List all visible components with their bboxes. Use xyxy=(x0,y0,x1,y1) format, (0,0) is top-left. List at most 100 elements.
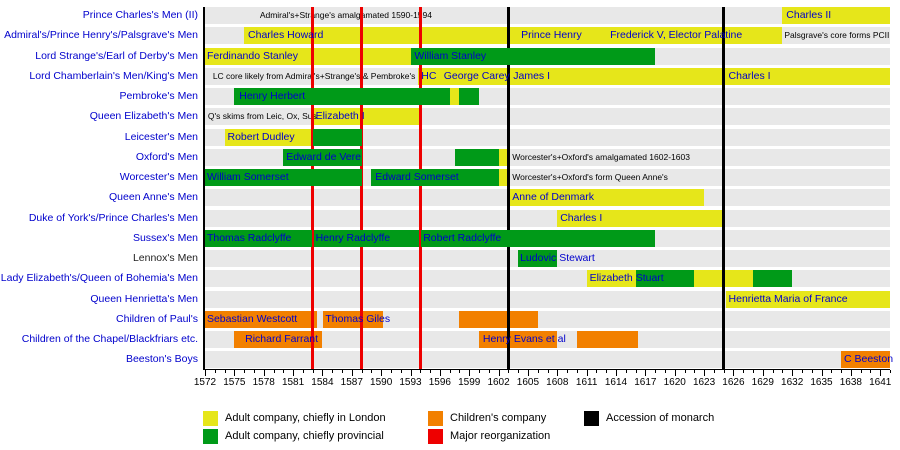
axis-minor-tick xyxy=(479,370,480,373)
axis-tick-label: 1587 xyxy=(340,377,363,388)
bar-segment-london xyxy=(312,108,421,126)
bar-label: Anne of Denmark xyxy=(512,191,594,204)
axis-tick-label: 1632 xyxy=(781,377,804,388)
axis-minor-tick xyxy=(890,370,891,373)
row-track: Anne of Denmark xyxy=(205,189,890,207)
bar-label: Robert Radclyffe xyxy=(423,231,502,244)
axis-major-tick xyxy=(469,370,471,376)
bar-segment-provincial xyxy=(371,169,499,186)
row-label: Duke of York's/Prince Charles's Men xyxy=(28,211,198,224)
bar-label: Elizabeth Stuart xyxy=(589,272,664,285)
axis-major-tick xyxy=(557,370,559,376)
row-label: Pembroke's Men xyxy=(119,90,198,102)
axis-tick-label: 1575 xyxy=(223,377,246,388)
row-label: Leicester's Men xyxy=(124,130,198,143)
bar-segment-provincial xyxy=(753,270,793,288)
legend-swatch xyxy=(428,411,443,426)
axis-minor-tick xyxy=(831,370,833,373)
row-label: Children of the Chapel/Blackfriars etc. xyxy=(21,333,198,345)
legend-label: Adult company, chiefly in London xyxy=(225,412,386,424)
reorganization-line xyxy=(311,7,315,369)
axis-minor-tick xyxy=(801,370,803,373)
axis-tick-label: 1590 xyxy=(370,377,393,388)
axis-tick-label: 1611 xyxy=(575,377,598,388)
axis-minor-tick xyxy=(518,370,520,373)
bar-segment-provincial xyxy=(205,229,312,247)
axis-minor-tick xyxy=(743,370,745,373)
legend-swatch xyxy=(203,429,218,444)
accession-line xyxy=(722,7,726,369)
axis-major-tick xyxy=(850,370,852,376)
bar-label: C Beeston xyxy=(844,353,894,366)
row-track: Sebastian Westcott Thomas Giles xyxy=(205,310,890,328)
row-label: Lennox's Men xyxy=(132,252,198,264)
bar-label: Thomas Giles xyxy=(325,312,391,325)
row-track: Thomas Radclyffe Henry Radclyffe Robert Ra… xyxy=(205,229,890,247)
bar-segment-children xyxy=(205,310,317,328)
note-label: Worcester's+Oxford's form Queen Anne's xyxy=(512,172,668,182)
row-label: Children of Paul's xyxy=(116,312,198,325)
axis-minor-tick xyxy=(459,370,461,373)
axis-minor-tick xyxy=(244,370,246,373)
bar-label: HC xyxy=(421,69,437,82)
row-track: LC core likely from Admiral's+Strange's … xyxy=(205,67,890,85)
axis-minor-tick xyxy=(723,370,725,373)
bar-segment-london xyxy=(244,27,783,45)
bar-segment-children xyxy=(234,331,323,348)
bar-segment-provincial xyxy=(454,148,499,166)
note-label: Admiral's+Strange's amalgamated 1590-159… xyxy=(259,10,432,20)
bar-segment-children xyxy=(576,331,638,348)
row-label: Sussex's Men xyxy=(132,231,198,244)
bar-segment-london xyxy=(508,189,705,207)
row-label: Oxford's Men xyxy=(135,150,198,163)
axis-minor-tick xyxy=(870,370,872,373)
axis-tick-label: 1602 xyxy=(487,377,510,388)
note-label: Palsgrave's core forms PCII xyxy=(784,30,890,41)
axis-minor-tick xyxy=(371,370,373,373)
axis-minor-tick xyxy=(332,370,334,373)
bar-label: Thomas Radclyffe xyxy=(206,231,292,244)
axis-major-tick xyxy=(762,370,764,376)
axis-tick-label: 1596 xyxy=(428,377,451,388)
axis-minor-tick xyxy=(390,370,392,373)
legend-label: Children's company xyxy=(450,412,547,424)
row-track: Richard Farrant Henry Evans et al xyxy=(205,331,890,348)
axis-minor-tick xyxy=(449,370,451,373)
bar-label: Richard Farrant xyxy=(245,333,319,345)
bar-segment-provincial xyxy=(313,229,420,247)
axis-tick-label: 1617 xyxy=(634,377,657,388)
axis-tick-label: 1635 xyxy=(810,377,833,388)
axis-tick-label: 1614 xyxy=(604,377,628,388)
axis-minor-tick xyxy=(430,370,432,373)
bar-label: Robert Dudley xyxy=(227,130,295,143)
row-label: Lord Strange's/Earl of Derby's Men xyxy=(35,49,198,62)
axis-minor-tick xyxy=(508,370,510,373)
axis-minor-tick xyxy=(342,370,343,373)
row-track: Charles Howard Prince Henry Frederick V, E… xyxy=(205,27,890,45)
axis-tick-label: 1578 xyxy=(252,377,275,388)
bar-segment-london xyxy=(205,47,411,65)
reorganization-line xyxy=(360,7,364,369)
axis-major-tick xyxy=(674,370,676,376)
axis-minor-tick xyxy=(625,370,627,373)
bar-label: Elizabeth I xyxy=(315,110,365,123)
bar-label: Charles I xyxy=(560,211,603,224)
bar-label: Charles II xyxy=(786,9,832,21)
axis-minor-tick xyxy=(576,370,578,373)
bar-segment-london xyxy=(498,148,509,166)
axis-major-tick xyxy=(322,370,324,376)
row-label: Admiral's/Prince Henry's/Palsgrave's Men xyxy=(4,29,198,42)
axis-major-tick xyxy=(234,370,236,376)
bar-segment-london xyxy=(449,88,460,105)
axis-minor-tick xyxy=(606,370,608,373)
row-track: Elizabeth Stuart xyxy=(205,270,890,288)
row-track: Admiral's+Strange's amalgamated 1590-159… xyxy=(205,7,890,24)
bar-segment-london xyxy=(725,290,890,308)
axis-minor-tick xyxy=(655,370,657,373)
axis-minor-tick xyxy=(713,370,715,373)
note-label: Q's skims from Leic, Ox, Sus xyxy=(207,111,317,122)
bar-label: Henry Evans et al xyxy=(482,333,566,345)
axis-tick-label: 1629 xyxy=(751,377,774,388)
accession-line xyxy=(506,7,510,369)
